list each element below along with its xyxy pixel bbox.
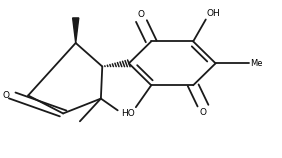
Text: O: O xyxy=(138,10,145,19)
Text: O: O xyxy=(199,107,206,116)
Text: O: O xyxy=(3,91,9,100)
Text: HO: HO xyxy=(121,109,135,118)
Polygon shape xyxy=(73,18,79,43)
Text: OH: OH xyxy=(207,9,220,18)
Text: Me: Me xyxy=(250,59,263,68)
